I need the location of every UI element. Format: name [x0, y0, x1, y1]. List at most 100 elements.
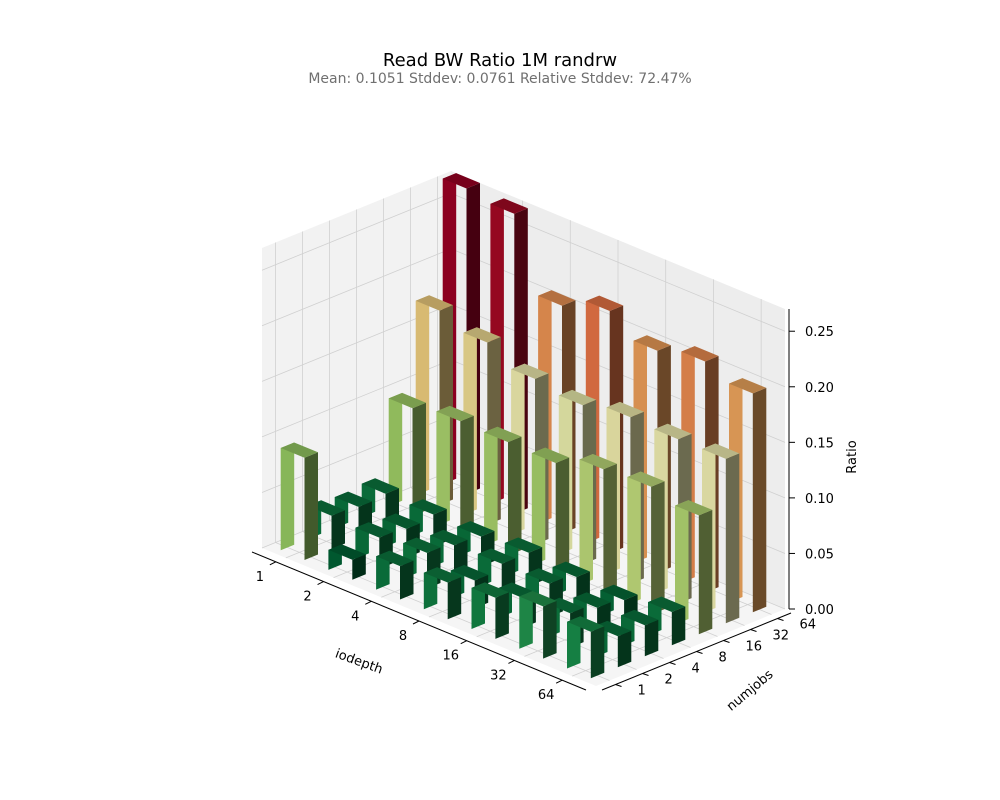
x-tick-label: 32	[490, 668, 507, 683]
bar-face-right	[508, 436, 522, 556]
bar-iodepth-4-numjobs-1	[376, 550, 414, 600]
bar-face-right	[698, 509, 713, 635]
bar-face-right	[671, 606, 686, 646]
bar-face-top	[477, 548, 516, 564]
bar-face-right	[603, 463, 617, 595]
bar-face-right	[412, 402, 426, 516]
bar-face-top	[511, 363, 549, 379]
bar-face-right	[644, 619, 659, 657]
bar-face-top	[334, 491, 372, 507]
bar-face-top	[376, 550, 414, 567]
x-tick-label: 1	[256, 570, 264, 585]
y-axis-label: numjobs	[724, 667, 777, 714]
bar-face-top	[436, 405, 474, 422]
bar-face-top	[606, 401, 644, 418]
bar-iodepth-64-numjobs-16	[675, 500, 713, 635]
bar-face-left	[567, 616, 581, 669]
x-tick	[412, 620, 420, 625]
bar-face-top	[415, 295, 453, 311]
bar-face-top	[648, 596, 686, 612]
bar-face-top	[579, 454, 617, 470]
y-tick-label: 4	[692, 662, 700, 677]
z-tick-label: 0.20	[805, 381, 834, 396]
y-tick	[723, 640, 730, 643]
bar-face-top	[567, 616, 605, 632]
bar-face-right	[331, 510, 345, 549]
bar-face-right	[617, 630, 632, 668]
bar-face-left	[579, 454, 593, 585]
bar-face-top	[633, 335, 671, 351]
grid-line-z-side	[261, 192, 452, 271]
bar-face-left	[280, 442, 295, 551]
x-tick	[555, 679, 563, 684]
bar-face-top	[525, 568, 563, 584]
bar-face-top	[585, 295, 624, 311]
bar-iodepth-32-numjobs-16	[627, 471, 665, 615]
bar-face-top	[471, 582, 509, 598]
bar-face-left	[675, 500, 689, 625]
bar-face-top	[573, 592, 611, 608]
bar-face-left	[388, 392, 403, 507]
bar-face-top	[627, 471, 665, 487]
bar-face-top	[463, 327, 501, 343]
bar-face-right	[447, 577, 462, 620]
bar-face-right	[495, 592, 509, 639]
x-tick-label: 2	[303, 590, 311, 605]
bar-face-left	[471, 582, 485, 629]
bar-face-left	[423, 567, 438, 610]
bar-face-right	[590, 626, 605, 679]
y-tick-label: 8	[719, 651, 727, 666]
bar-face-top	[450, 565, 489, 581]
chart-subtitle: Mean: 0.1051 Stddev: 0.0761 Relative Std…	[308, 71, 692, 87]
z-tick-label: 0.05	[805, 547, 834, 562]
x-tick-label: 16	[442, 649, 459, 664]
y-tick	[696, 651, 703, 654]
bar-iodepth-1-numjobs-1	[280, 442, 318, 560]
y-tick	[669, 662, 676, 665]
z-tick-label: 0.10	[805, 492, 834, 507]
bar-face-top	[409, 499, 447, 515]
bar-face-right	[352, 554, 366, 580]
bar-face-top	[361, 478, 399, 494]
bar-face-left	[484, 426, 498, 546]
grid-line-z-side	[261, 248, 452, 327]
bar-face-top	[654, 423, 692, 440]
x-tick-label: 4	[351, 609, 359, 624]
bar-iodepth-64-numjobs-1	[567, 616, 605, 679]
bar-iodepth-8-numjobs-16	[531, 447, 570, 576]
bar-face-right	[555, 457, 570, 576]
bar-face-top	[600, 584, 638, 601]
bar-face-top	[382, 513, 420, 529]
y-tick-label: 64	[800, 618, 817, 633]
x-axis-label: iodepth	[333, 647, 385, 678]
y-tick-label: 1	[638, 684, 646, 699]
x-tick	[269, 561, 277, 566]
bar-face-right	[725, 453, 740, 624]
bar-face-right	[304, 452, 318, 560]
bar-face-top	[355, 522, 393, 538]
bar-face-top	[504, 537, 543, 553]
bar-face-top	[403, 537, 441, 553]
bar-face-top	[442, 173, 480, 189]
x-tick-label: 64	[538, 688, 555, 703]
bar-face-top	[675, 500, 713, 516]
y-tick	[777, 618, 784, 621]
bar-face-right	[651, 481, 665, 615]
bar-face-top	[681, 346, 719, 362]
bar-face-top	[457, 521, 495, 537]
z-axis-label: Ratio	[845, 440, 860, 473]
bar-face-top	[594, 620, 632, 637]
bar-face-top	[490, 198, 528, 214]
bar-face-left	[376, 550, 390, 590]
bar-face-left	[519, 591, 533, 649]
bar-face-left	[627, 471, 641, 605]
z-tick-label: 0.00	[805, 603, 834, 618]
bar-face-top	[328, 544, 366, 560]
y-tick-label: 16	[746, 640, 763, 655]
x-tick	[317, 581, 324, 586]
y-tick-label: 2	[665, 673, 673, 688]
bar-iodepth-16-numjobs-1	[471, 582, 509, 639]
bar-face-top	[729, 378, 767, 394]
chart-title: Read BW Ratio 1M randrw	[382, 50, 618, 71]
bar-iodepth-2-numjobs-16	[436, 405, 474, 536]
